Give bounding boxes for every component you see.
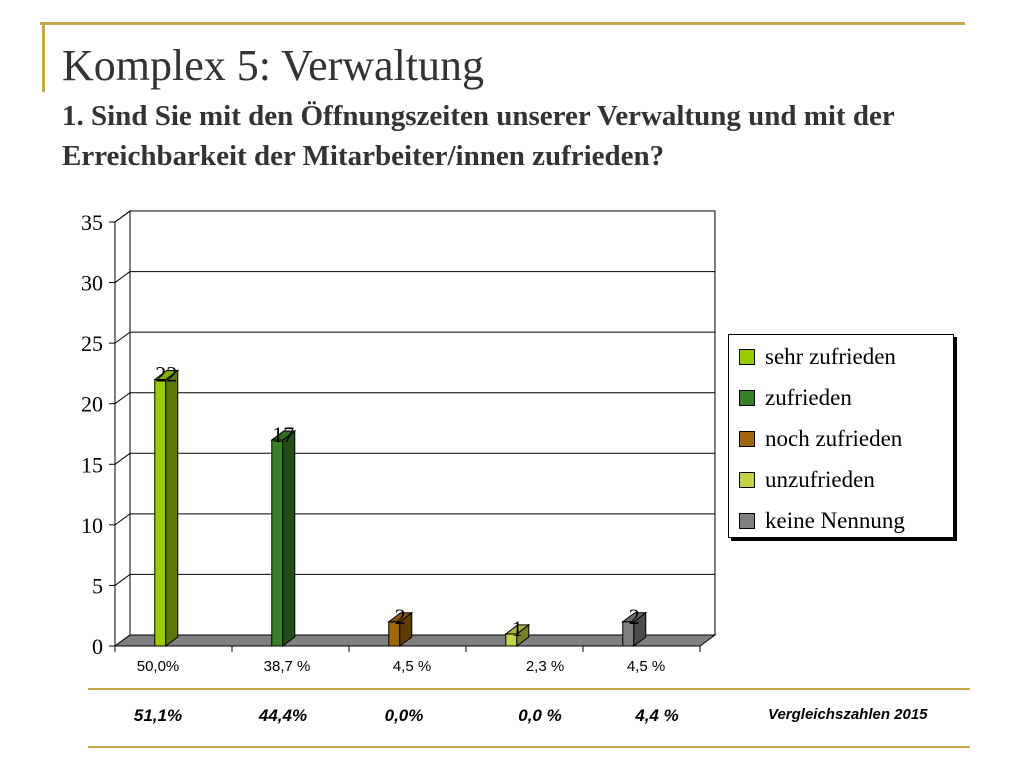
legend-label: zufrieden <box>765 385 852 410</box>
comparison-row: 51,1% 44,4% 0,0% 0,0 % 4,4 % <box>0 706 1024 728</box>
comparison-value: 0,0 % <box>518 706 562 725</box>
y-tick-label: 35 <box>81 210 103 235</box>
legend-swatch <box>739 472 755 488</box>
legend-label: noch zufrieden <box>765 426 903 451</box>
legend-label: sehr zufrieden <box>765 344 896 369</box>
y-tick-label: 25 <box>81 331 103 356</box>
legend-swatch <box>739 349 755 365</box>
comparison-value: 4,4 % <box>635 706 679 725</box>
percentage-label: 4,5 % <box>626 658 666 675</box>
bar-top <box>270 430 297 441</box>
plot-side-wall <box>114 210 131 647</box>
legend-item-keine-nennung: keine Nennung <box>739 508 905 534</box>
bar-side <box>165 369 179 647</box>
percentage-label: 4,5 % <box>392 658 432 675</box>
gridline <box>114 331 131 344</box>
gridline <box>114 271 131 283</box>
bar-data-label: 2 <box>395 604 406 629</box>
y-tick-label: 5 <box>92 573 103 598</box>
y-tick-label: 0 <box>92 634 103 659</box>
comparison-value: 51,1% <box>133 706 183 725</box>
plot-back-wall <box>129 210 716 636</box>
legend-swatch <box>739 513 755 529</box>
bar-top <box>621 612 648 623</box>
bar-top <box>153 369 180 380</box>
top-border-line <box>40 22 965 25</box>
legend-item-noch-zufrieden: noch zufrieden <box>739 426 902 452</box>
slide-title: Komplex 5: Verwaltung <box>62 41 485 90</box>
slide-question: 1. Sind Sie mit den Öffnungszeiten unser… <box>62 100 895 172</box>
gridline <box>114 513 131 526</box>
legend-swatch <box>739 390 755 406</box>
bar-data-label: 1 <box>512 616 523 641</box>
y-tick-label: 30 <box>81 271 103 296</box>
separator-line <box>88 688 970 690</box>
left-accent-line <box>42 22 45 92</box>
bar-data-label: 17 <box>272 422 294 447</box>
y-tick-label: 20 <box>81 392 103 417</box>
legend-label: unzufrieden <box>765 467 875 492</box>
comparison-value: 44,4% <box>258 706 308 725</box>
legend-item-unzufrieden: unzufrieden <box>739 467 875 493</box>
percentage-row: 50,0% 38,7 % 4,5 % 2,3 % 4,5 % <box>0 658 1024 678</box>
chart-legend: sehr zufrieden zufrieden noch zufrieden … <box>728 334 954 538</box>
bar-top <box>504 624 531 635</box>
footer-line <box>88 746 970 748</box>
legend-swatch <box>739 431 755 447</box>
comparison-label: Vergleichszahlen 2015 <box>768 706 928 723</box>
bar-front <box>154 378 167 647</box>
bar-data-label: 22 <box>155 361 177 386</box>
y-tick-label: 10 <box>81 513 103 538</box>
comparison-value: 0,0% <box>384 706 424 725</box>
bar-side <box>282 430 296 647</box>
gridline <box>114 210 131 223</box>
y-tick-label: 15 <box>81 452 103 477</box>
legend-label: keine Nennung <box>765 508 905 533</box>
percentage-label: 50,0% <box>136 658 180 675</box>
gridline <box>114 574 131 586</box>
bar-top <box>387 612 414 623</box>
legend-item-sehr-zufrieden: sehr zufrieden <box>739 344 896 370</box>
gridline <box>114 392 131 405</box>
gridline <box>114 452 131 465</box>
bar-front <box>271 439 284 647</box>
percentage-label: 38,7 % <box>263 658 311 675</box>
legend-item-zufrieden: zufrieden <box>739 385 852 411</box>
bar-data-label: 2 <box>629 604 640 629</box>
percentage-label: 2,3 % <box>525 658 565 675</box>
